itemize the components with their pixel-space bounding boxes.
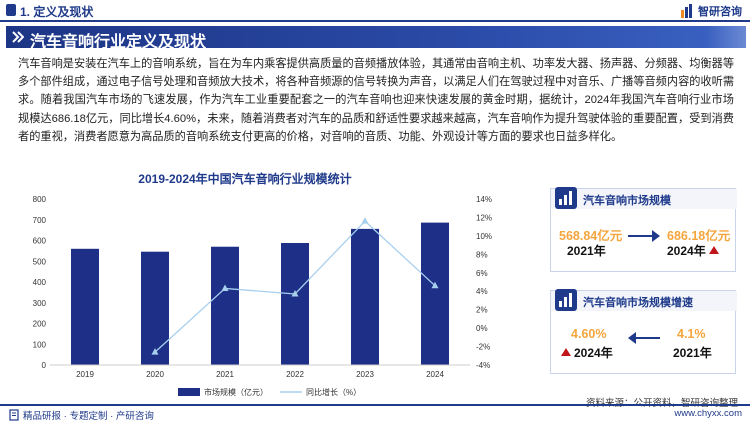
- growth-point: [151, 348, 159, 355]
- banner-title: 汽车音响行业定义及现状: [30, 34, 207, 51]
- section-title: 1. 定义及现状: [20, 5, 94, 19]
- footer-website-link[interactable]: www.chyxx.com: [674, 408, 742, 419]
- y-right-tick-label: -2%: [476, 343, 490, 352]
- growth-point: [291, 289, 299, 297]
- scale-left-value: 568.84亿元: [559, 229, 623, 243]
- y-right-tick-label: 2%: [476, 306, 488, 315]
- banner-gradient-tail: [706, 26, 746, 48]
- panel-title: 汽车音响市场规模: [583, 195, 671, 207]
- y-right-tick-label: 8%: [476, 250, 488, 259]
- x-tick-label: 2021: [216, 370, 234, 379]
- bar-chart-icon: [555, 187, 577, 209]
- x-tick-label: 2024: [426, 370, 444, 379]
- bar: [71, 248, 99, 365]
- y-left-tick-label: 300: [33, 299, 47, 308]
- market-size-chart: 0 100 200 300 400 500 600 700 800 -4% -2% 0% 2% 4% 6% 8…: [33, 195, 492, 397]
- document-icon: [9, 409, 19, 421]
- y-right-tick-label: -4%: [476, 361, 490, 370]
- intro-paragraph: 汽车音响是安装在汽车上的音响系统，旨在为车内乘客提供高质量的音频播放体验，其通常…: [18, 58, 735, 143]
- scale-right-year-row: 2024年: [667, 242, 719, 259]
- y-left-tick-label: 600: [33, 237, 47, 246]
- bar: [211, 246, 239, 365]
- y-left-tick-label: 500: [33, 257, 47, 266]
- y-right-tick-label: 6%: [476, 269, 488, 278]
- arrow-right-icon: [628, 230, 660, 242]
- section-marker-icon: [6, 4, 16, 16]
- logo-text: 智研咨询: [698, 6, 742, 18]
- panel-header: 汽车音响市场规模增速: [551, 289, 737, 311]
- bar: [281, 242, 309, 365]
- y-left-tick-label: 700: [33, 216, 47, 225]
- growth-left-year-row: 2024年: [561, 344, 613, 361]
- footer-tagline: 精品研报 · 专题定制 · 产研咨询: [23, 411, 154, 422]
- x-tick-label: 2022: [286, 370, 304, 379]
- growth-left-value: 4.60%: [571, 327, 607, 341]
- y-left-tick-label: 400: [33, 278, 47, 287]
- bar: [351, 228, 379, 365]
- growth-right-value: 4.1%: [677, 327, 706, 341]
- y-left-tick-label: 100: [33, 340, 47, 349]
- market-scale-panel: 汽车音响市场规模 568.84亿元 2021年 686.18亿元 2024年: [550, 187, 737, 272]
- chart-title: 2019-2024年中国汽车音响行业规模统计: [138, 172, 352, 186]
- y-left-tick-label: 800: [33, 195, 47, 204]
- scale-right-year: 2024年: [667, 244, 706, 258]
- y-right-tick-label: 4%: [476, 287, 488, 296]
- x-tick-label: 2019: [76, 370, 94, 379]
- bar-chart-icon: [555, 289, 577, 311]
- growth-right-year: 2021年: [673, 346, 712, 360]
- top-divider: [0, 20, 750, 22]
- growth-point: [221, 284, 229, 291]
- logo-icon: [681, 4, 692, 18]
- y-right-tick-label: 0%: [476, 324, 488, 333]
- bar: [141, 251, 169, 365]
- market-growth-panel: 汽车音响市场规模增速 4.60% 2024年 4.1% 2021年: [550, 289, 737, 374]
- y-right-tick-label: 14%: [476, 195, 492, 204]
- title-banner: 汽车音响行业定义及现状: [6, 26, 746, 51]
- arrow-left-icon: [628, 332, 660, 344]
- y-left-tick-label: 0: [42, 361, 47, 370]
- up-arrow-icon: [708, 246, 719, 254]
- growth-point: [431, 281, 439, 289]
- y-right-tick-label: 12%: [476, 213, 492, 222]
- panel-header: 汽车音响市场规模: [551, 187, 737, 209]
- scale-left-year: 2021年: [567, 244, 606, 258]
- footer-left: 精品研报 · 专题定制 · 产研咨询: [8, 408, 154, 422]
- growth-left-year: 2024年: [574, 346, 613, 360]
- legend-label-bar: 市场规模（亿元）: [204, 387, 268, 397]
- y-left-tick-label: 200: [33, 320, 47, 329]
- x-tick-label: 2020: [146, 370, 164, 379]
- top-bar: 1. 定义及现状 智研咨询: [0, 0, 750, 22]
- up-arrow-icon: [561, 348, 571, 356]
- x-tick-label: 2023: [356, 370, 374, 379]
- legend-label-line: 同比增长（%）: [306, 387, 361, 397]
- brand-logo: 智研咨询: [681, 3, 742, 19]
- bottom-bar: 精品研报 · 专题定制 · 产研咨询 www.chyxx.com: [0, 404, 750, 422]
- double-chevron-icon: [12, 31, 24, 43]
- source-note: 资料来源：公开资料，智研咨询整理: [586, 395, 738, 409]
- scale-right-value: 686.18亿元: [667, 229, 731, 243]
- growth-point: [361, 217, 369, 224]
- panel-title: 汽车音响市场规模增速: [583, 297, 693, 309]
- y-right-tick-label: 10%: [476, 232, 492, 241]
- bar: [421, 222, 449, 365]
- legend-swatch-bar: [178, 388, 200, 396]
- bottom-divider: [0, 404, 750, 406]
